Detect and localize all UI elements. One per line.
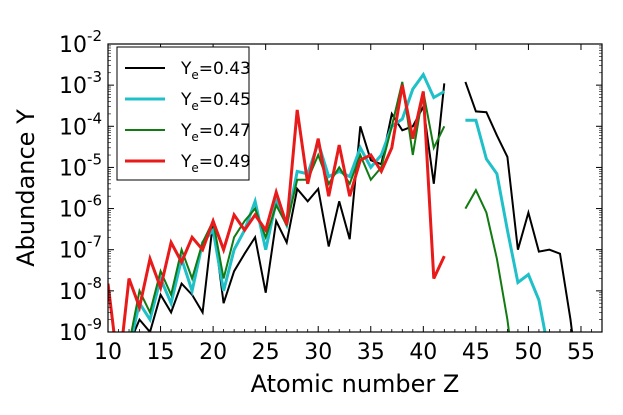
plot-frame <box>107 43 603 333</box>
y-tick-label-0: 10-9 <box>59 315 102 346</box>
y-axis-title: Abundance Y <box>12 109 40 267</box>
x-tick-label-3: 25 <box>252 340 280 365</box>
x-tick-label-2: 20 <box>199 340 227 365</box>
legend-box <box>116 46 250 181</box>
x-tick-label-5: 35 <box>357 340 385 365</box>
series-line-1-segment-1 <box>465 118 547 332</box>
series-line-2-segment-1 <box>464 188 511 332</box>
legend-label-3: Ye=0.49 <box>180 152 251 175</box>
y-tick-label-5: 10-4 <box>59 109 102 140</box>
ticks-layer: 10 15 20 25 30 35 40 45 50 55 10-9 10-8 10-7 10-6 10-5… <box>59 27 603 365</box>
x-tick-label-9: 55 <box>567 340 595 365</box>
y-tick-label-6: 10-3 <box>59 68 102 99</box>
x-tick-label-4: 30 <box>304 340 332 365</box>
legend-label-2: Ye=0.47 <box>180 121 251 144</box>
legend-label-1: Ye=0.45 <box>180 90 251 113</box>
x-tick-label-6: 40 <box>409 340 437 365</box>
series-line-3-segment-1 <box>121 84 446 332</box>
x-axis-title: Atomic number Z <box>251 370 460 398</box>
y-tick-label-4: 10-5 <box>59 150 102 181</box>
y-tick-label-3: 10-6 <box>59 192 102 223</box>
series-line-3-segment-0 <box>108 283 116 332</box>
x-tick-label-1: 15 <box>147 340 175 365</box>
x-tick-label-7: 45 <box>462 340 490 365</box>
y-tick-label-7: 10-2 <box>59 27 102 58</box>
x-tick-label-8: 50 <box>514 340 542 365</box>
series-layer <box>108 71 574 332</box>
y-tick-label-1: 10-8 <box>59 274 102 305</box>
legend: Ye=0.43 Ye=0.45 Ye=0.47 Ye=0.49 <box>116 46 251 181</box>
series-line-0-segment-1 <box>464 81 574 332</box>
x-tick-label-0: 10 <box>94 340 122 365</box>
legend-label-0: Ye=0.43 <box>180 59 251 82</box>
y-tick-label-2: 10-7 <box>59 233 102 264</box>
series-line-0-segment-0 <box>133 83 446 332</box>
